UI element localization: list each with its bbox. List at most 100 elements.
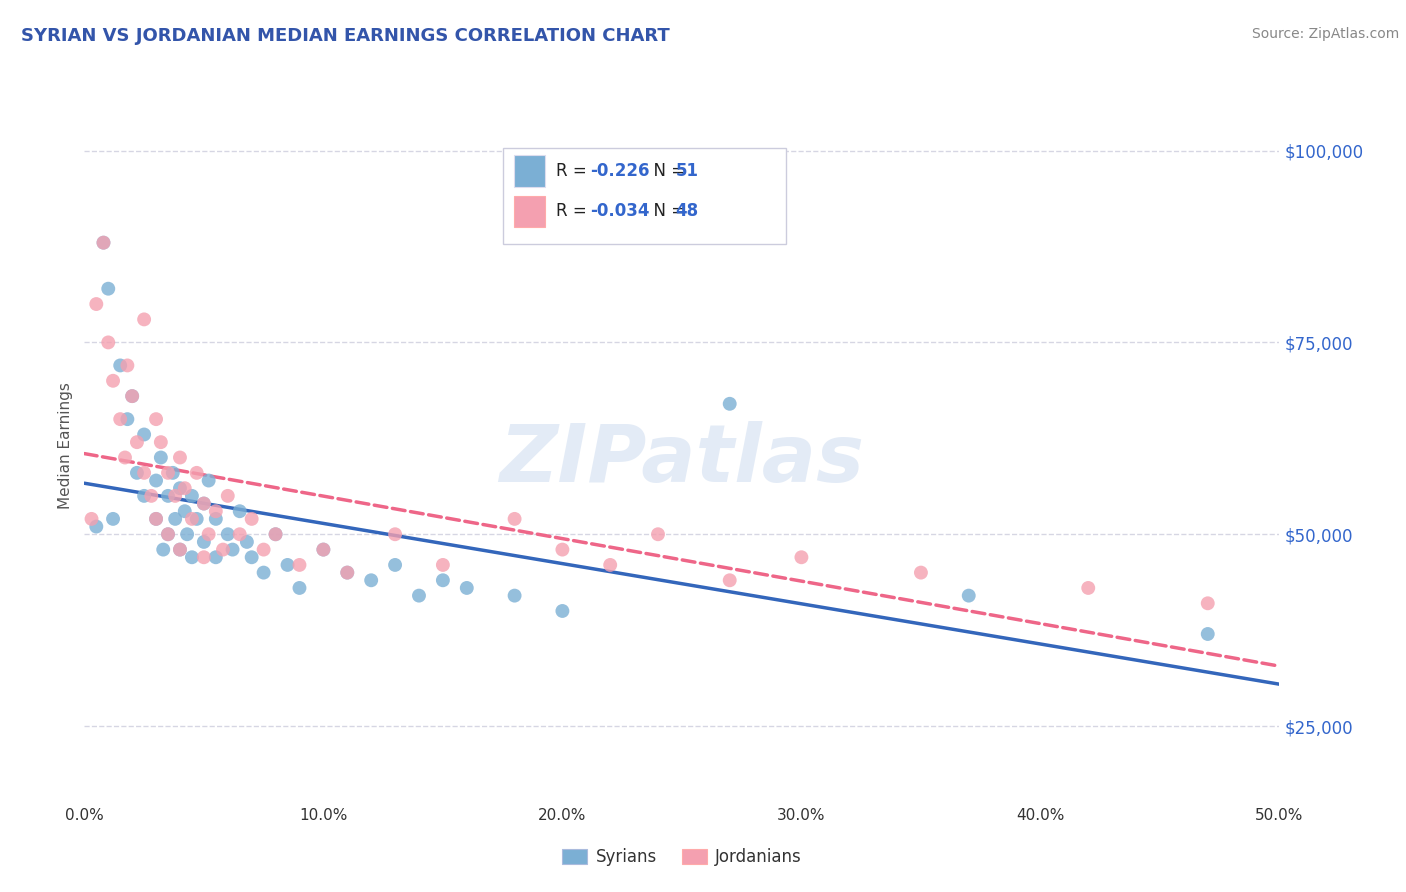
Point bbox=[93, 235, 115, 250]
Point bbox=[110, 412, 132, 426]
Point bbox=[205, 504, 228, 518]
Point bbox=[80, 512, 103, 526]
Point bbox=[217, 489, 239, 503]
Point bbox=[193, 497, 215, 511]
Point bbox=[1077, 581, 1099, 595]
Point bbox=[229, 527, 252, 541]
Point bbox=[503, 589, 526, 603]
Point bbox=[97, 282, 120, 296]
Point bbox=[165, 512, 187, 526]
Point bbox=[176, 527, 198, 541]
Point bbox=[132, 427, 156, 442]
Point bbox=[86, 297, 108, 311]
Point bbox=[149, 450, 172, 465]
Point bbox=[253, 542, 276, 557]
Point bbox=[157, 527, 180, 541]
Point bbox=[169, 542, 191, 557]
Point bbox=[599, 558, 621, 572]
Point bbox=[312, 542, 335, 557]
Point bbox=[181, 512, 204, 526]
Point bbox=[110, 359, 132, 373]
Point bbox=[165, 489, 187, 503]
Point bbox=[101, 512, 124, 526]
Point bbox=[145, 474, 167, 488]
Point bbox=[229, 504, 252, 518]
Point bbox=[157, 489, 180, 503]
Point bbox=[173, 481, 195, 495]
Point bbox=[141, 489, 163, 503]
Point bbox=[197, 474, 219, 488]
Point bbox=[336, 566, 359, 580]
Text: R =: R = bbox=[557, 162, 592, 180]
Point bbox=[312, 542, 335, 557]
Point bbox=[240, 550, 263, 565]
Y-axis label: Median Earnings: Median Earnings bbox=[58, 383, 73, 509]
Point bbox=[718, 397, 741, 411]
Point bbox=[121, 389, 143, 403]
Point bbox=[132, 312, 156, 326]
Text: 51: 51 bbox=[676, 162, 699, 180]
Point bbox=[169, 450, 191, 465]
Point bbox=[93, 235, 115, 250]
Point bbox=[277, 558, 299, 572]
Point bbox=[432, 574, 454, 588]
Point bbox=[157, 466, 180, 480]
Point bbox=[173, 504, 195, 518]
Point bbox=[169, 481, 191, 495]
Point bbox=[145, 512, 167, 526]
Point bbox=[145, 512, 167, 526]
Point bbox=[264, 527, 287, 541]
Point bbox=[205, 550, 228, 565]
Point bbox=[384, 527, 406, 541]
Point bbox=[551, 542, 574, 557]
Point bbox=[217, 527, 239, 541]
Point bbox=[221, 542, 243, 557]
Legend: Syrians, Jordanians: Syrians, Jordanians bbox=[555, 842, 808, 873]
Point bbox=[117, 359, 139, 373]
Point bbox=[197, 527, 219, 541]
Point bbox=[186, 512, 208, 526]
Point bbox=[790, 550, 813, 565]
Point bbox=[503, 512, 526, 526]
Point bbox=[157, 527, 180, 541]
Point bbox=[336, 566, 359, 580]
Text: R =: R = bbox=[557, 202, 592, 220]
Point bbox=[360, 574, 382, 588]
Point bbox=[117, 412, 139, 426]
Point bbox=[193, 497, 215, 511]
Point bbox=[212, 542, 235, 557]
Point bbox=[910, 566, 932, 580]
Point bbox=[125, 466, 148, 480]
Point bbox=[181, 489, 204, 503]
Point bbox=[240, 512, 263, 526]
Point bbox=[132, 466, 156, 480]
Text: N =: N = bbox=[644, 162, 690, 180]
Point bbox=[718, 574, 741, 588]
Point bbox=[121, 389, 143, 403]
Point bbox=[432, 558, 454, 572]
Text: N =: N = bbox=[644, 202, 690, 220]
Text: 48: 48 bbox=[676, 202, 699, 220]
Point bbox=[152, 542, 174, 557]
Point bbox=[957, 589, 980, 603]
Point bbox=[145, 412, 167, 426]
Text: -0.034: -0.034 bbox=[591, 202, 650, 220]
Text: Source: ZipAtlas.com: Source: ZipAtlas.com bbox=[1251, 27, 1399, 41]
Point bbox=[1197, 596, 1219, 610]
Point bbox=[408, 589, 430, 603]
Point bbox=[101, 374, 124, 388]
Point bbox=[288, 581, 311, 595]
Point bbox=[1197, 627, 1219, 641]
Point bbox=[551, 604, 574, 618]
Point bbox=[114, 450, 136, 465]
Text: ZIPatlas: ZIPatlas bbox=[499, 421, 865, 500]
Point bbox=[236, 535, 259, 549]
Point bbox=[288, 558, 311, 572]
Point bbox=[186, 466, 208, 480]
Point bbox=[193, 550, 215, 565]
Point bbox=[205, 512, 228, 526]
Point bbox=[86, 519, 108, 533]
Point bbox=[169, 542, 191, 557]
Text: -0.226: -0.226 bbox=[591, 162, 650, 180]
Point bbox=[97, 335, 120, 350]
